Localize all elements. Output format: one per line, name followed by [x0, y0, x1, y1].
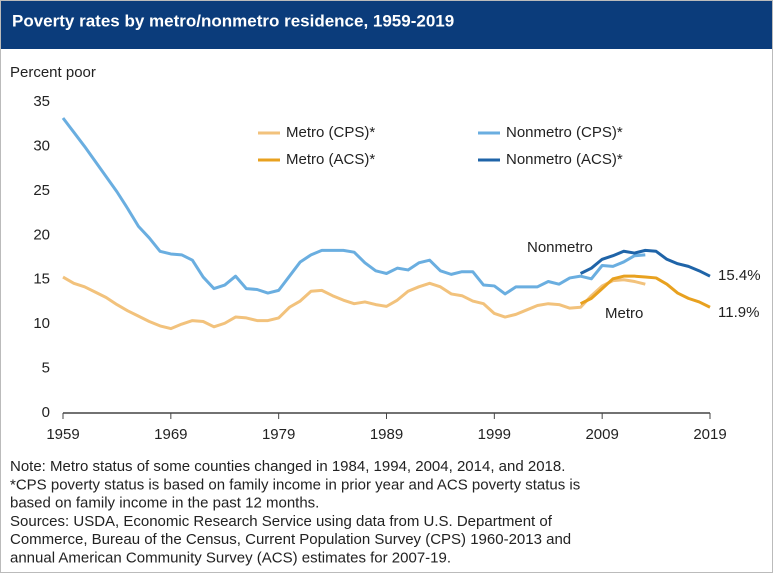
- annotation: 15.4%: [718, 267, 761, 284]
- y-tick-label: 10: [33, 315, 50, 332]
- legend-label: Nonmetro (CPS)*: [506, 124, 623, 141]
- y-tick-label: 20: [33, 226, 50, 243]
- y-tick-label: 0: [42, 404, 50, 421]
- series-line: [61, 117, 646, 296]
- legend-label: Metro (CPS)*: [286, 124, 375, 141]
- y-tick-label: 30: [33, 137, 50, 154]
- legend-label: Metro (ACS)*: [286, 151, 375, 168]
- x-tick-label: 1969: [154, 426, 187, 443]
- x-tick-label: 1999: [478, 426, 511, 443]
- note-line: Note: Metro status of some counties chan…: [10, 458, 565, 475]
- series-line: [579, 274, 711, 309]
- annotation: Metro: [605, 305, 643, 322]
- y-tick-label: 15: [33, 271, 50, 288]
- note-line: Sources: USDA, Economic Research Service…: [10, 513, 553, 530]
- note-line: *CPS poverty status is based on family i…: [10, 476, 580, 493]
- title-bar: [1, 1, 772, 49]
- chart-title: Poverty rates by metro/nonmetro residenc…: [12, 11, 454, 30]
- note-line: annual American Community Survey (ACS) e…: [10, 549, 451, 566]
- note-line: based on family income in the past 12 mo…: [10, 495, 319, 512]
- y-tick-label: 35: [33, 93, 50, 110]
- y-axis-label: Percent poor: [10, 64, 96, 81]
- x-tick-label: 2009: [585, 426, 618, 443]
- y-tick-label: 25: [33, 182, 50, 199]
- x-tick-label: 1989: [370, 426, 403, 443]
- legend-label: Nonmetro (ACS)*: [506, 151, 623, 168]
- x-tick-label: 1959: [46, 426, 79, 443]
- x-tick-label: 1979: [262, 426, 295, 443]
- x-tick-label: 2019: [693, 426, 726, 443]
- annotation: 11.9%: [718, 304, 759, 321]
- note-line: Commerce, Bureau of the Census, Current …: [10, 531, 571, 548]
- y-tick-label: 5: [42, 360, 50, 377]
- series-line: [579, 248, 711, 278]
- annotation: Nonmetro: [527, 239, 593, 256]
- series-line: [62, 275, 646, 331]
